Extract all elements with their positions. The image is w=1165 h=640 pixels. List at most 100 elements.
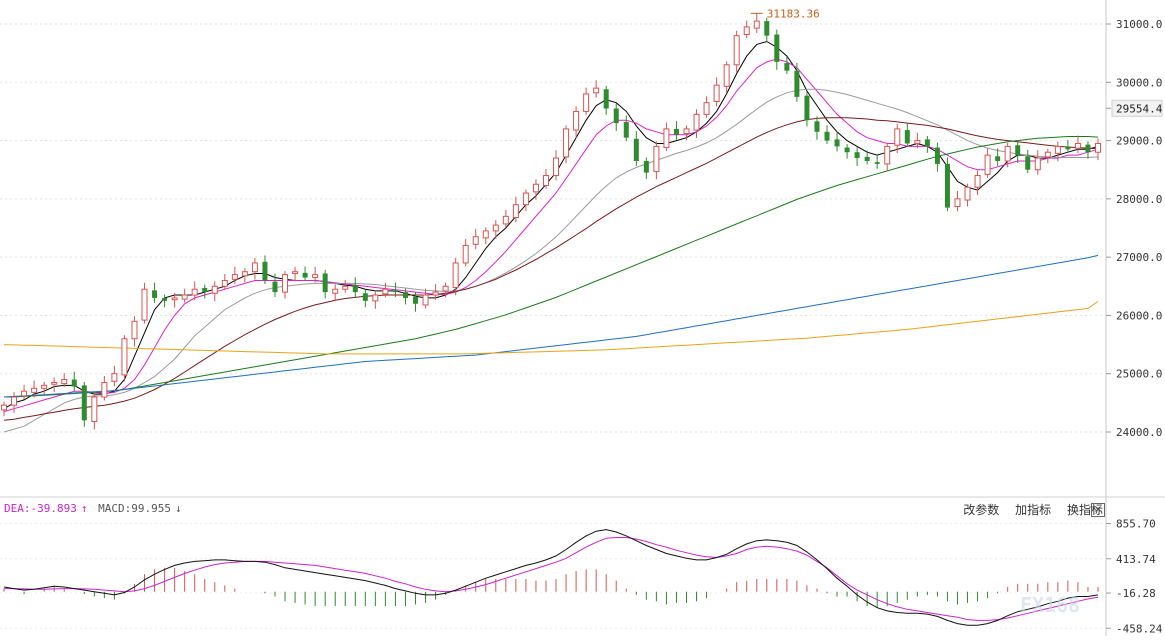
ma-line-2 xyxy=(3,58,1099,413)
candle-body xyxy=(834,139,840,147)
candle-body xyxy=(603,89,609,109)
candle-body xyxy=(482,230,489,239)
candle-body xyxy=(1074,142,1081,149)
change-params-button[interactable]: 改参数 xyxy=(963,503,1000,517)
candle-body xyxy=(824,131,830,141)
dea-label: DEA:-39.893 xyxy=(4,502,77,515)
candle-body xyxy=(553,157,560,177)
candle-body xyxy=(312,274,319,279)
candle-body xyxy=(191,288,198,296)
candle-body xyxy=(884,145,891,165)
candle-body xyxy=(713,84,720,103)
candle-body xyxy=(21,390,28,397)
candle-body xyxy=(272,281,278,293)
candle-body xyxy=(413,296,419,304)
watermark-text: FX168 xyxy=(1020,593,1080,617)
price-tick-label: 30000.0 xyxy=(1116,76,1162,89)
candle-body xyxy=(1,404,7,411)
candle-body xyxy=(904,130,910,144)
candle-body xyxy=(784,63,790,71)
candle-body xyxy=(302,272,308,278)
candle-body xyxy=(522,192,529,206)
candle-body xyxy=(362,293,368,301)
candle-body xyxy=(563,128,570,158)
candle-body xyxy=(1095,142,1101,153)
candle-body xyxy=(152,290,158,298)
price-tick-label: 29000.0 xyxy=(1116,135,1162,148)
candle-body xyxy=(342,285,349,290)
candle-body xyxy=(542,175,549,186)
candle-body xyxy=(81,385,87,421)
candle-body xyxy=(282,274,289,293)
candle-body xyxy=(502,215,509,225)
add-indicator-button[interactable]: 加指标 xyxy=(1015,503,1052,517)
macd-tick-label: -16.28 xyxy=(1116,587,1156,600)
candle-body xyxy=(1025,156,1031,170)
candle-body xyxy=(573,110,580,131)
candle-body xyxy=(683,128,690,135)
price-tick-label: 25000.0 xyxy=(1116,368,1162,381)
ma-line-5 xyxy=(4,136,1099,398)
candle-body xyxy=(131,320,138,340)
macd-tick-label: -458.24 xyxy=(1116,622,1163,635)
candle-body xyxy=(894,128,901,146)
candle-body xyxy=(181,294,188,300)
candle-body xyxy=(743,26,750,35)
candle-body xyxy=(492,224,499,232)
candle-body xyxy=(31,387,38,393)
candle-body xyxy=(1004,145,1011,162)
candle-body xyxy=(322,273,328,293)
candle-body xyxy=(61,379,68,385)
price-tick-label: 31000.0 xyxy=(1116,18,1162,31)
close-indicator-button[interactable]: × xyxy=(1091,503,1105,517)
candle-body xyxy=(462,244,469,264)
ma-line-1 xyxy=(3,40,1099,410)
candle-body xyxy=(934,147,940,164)
price-tick-label: 27000.0 xyxy=(1116,251,1162,264)
candle-body xyxy=(984,154,991,175)
candle-body xyxy=(162,297,168,301)
candle-body xyxy=(733,35,740,66)
high-value-label: 31183.36 xyxy=(767,7,820,20)
candle-body xyxy=(663,128,670,149)
candle-body xyxy=(974,175,981,188)
candle-body xyxy=(844,147,850,153)
candle-body xyxy=(532,183,539,193)
candle-body xyxy=(613,108,619,124)
candle-body xyxy=(51,381,58,385)
last-price-label: 29554.4 xyxy=(1116,102,1163,115)
candle-body xyxy=(964,186,971,201)
candle-body xyxy=(452,262,459,288)
candle-body xyxy=(774,34,780,62)
candle-body xyxy=(1034,157,1041,171)
last-price-box xyxy=(1111,99,1163,117)
macd-label: MACD:99.955 xyxy=(98,502,171,515)
candle-body xyxy=(91,396,98,423)
candle-body xyxy=(202,288,208,293)
candle-body xyxy=(111,373,118,382)
dea-line xyxy=(4,537,1099,621)
candle-body xyxy=(402,292,408,298)
candle-body xyxy=(874,162,880,164)
candle-body xyxy=(1015,145,1021,156)
candle-body xyxy=(472,236,479,245)
candle-body xyxy=(914,140,921,144)
candle-body xyxy=(944,163,950,208)
candle-body xyxy=(422,294,429,306)
candle-body xyxy=(101,381,108,398)
candle-body xyxy=(924,139,930,147)
candle-body xyxy=(11,396,18,406)
swap-indicator-button[interactable]: 换指标 xyxy=(1066,503,1103,517)
candle-body xyxy=(432,291,439,296)
macd-legend: DEA:-39.893 ↑ MACD:99.955 ↓ xyxy=(4,502,186,515)
price-tick-label: 24000.0 xyxy=(1116,426,1162,439)
dif-line xyxy=(3,529,1099,626)
candle-body xyxy=(794,70,800,97)
candle-body xyxy=(623,121,629,138)
candle-body xyxy=(673,128,679,135)
candle-body xyxy=(512,204,519,219)
candle-body xyxy=(814,121,820,132)
candle-body xyxy=(703,102,710,115)
